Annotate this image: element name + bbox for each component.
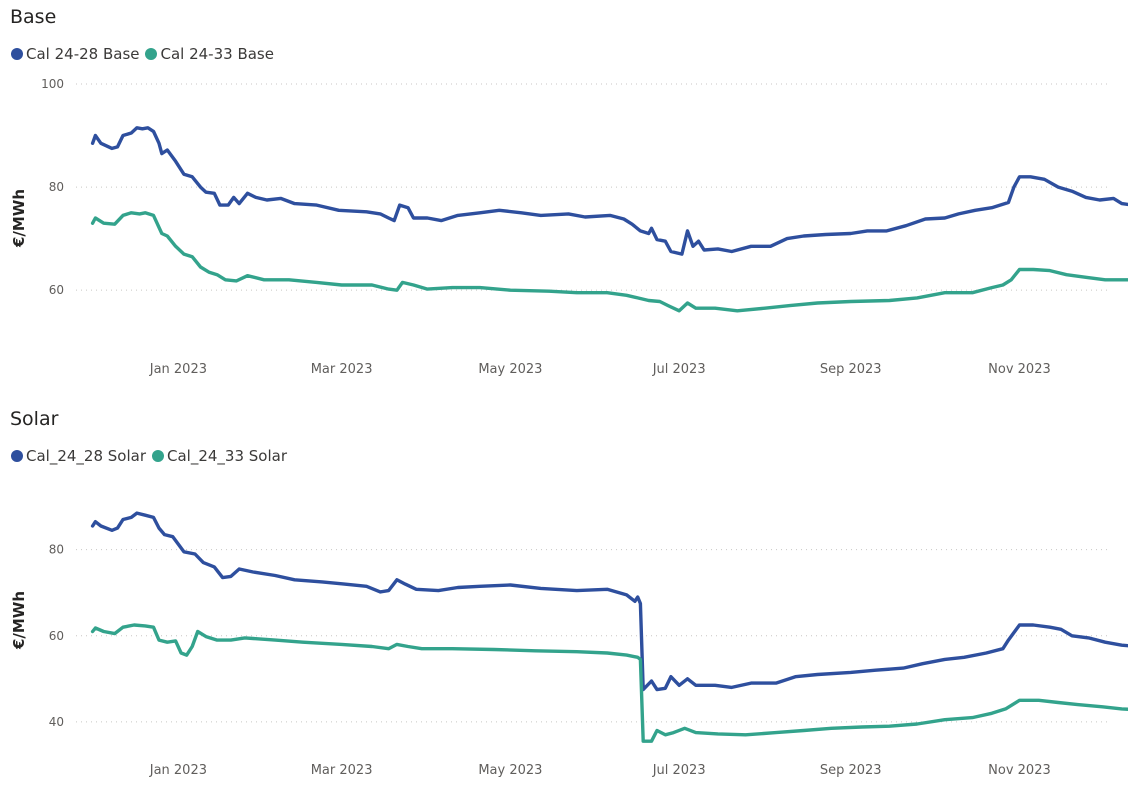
solar-chart-title: Solar <box>10 408 59 430</box>
x-tick-label: Jan 2023 <box>149 763 207 778</box>
base-legend: Cal 24-28 Base Cal 24-33 Base <box>11 45 280 63</box>
legend-label: Cal 24-28 Base <box>26 45 140 63</box>
solar-chart-panel: Solar Cal_24_28 Solar Cal_24_33 Solar 40… <box>0 402 1128 795</box>
base-chart-panel: Base Cal 24-28 Base Cal 24-33 Base 60 80 1… <box>0 0 1128 395</box>
y-tick-label: 80 <box>49 180 64 194</box>
x-tick-label: Sep 2023 <box>820 763 882 778</box>
y-tick-label: 80 <box>49 543 64 557</box>
legend-dot-icon <box>11 48 23 60</box>
x-tick-label: Mar 2023 <box>311 362 373 377</box>
solar-legend: Cal_24_28 Solar Cal_24_33 Solar <box>11 447 293 465</box>
y-axis-label: €/MWh <box>10 189 28 248</box>
legend-item-cal-24-33-solar[interactable]: Cal_24_33 Solar <box>152 447 287 465</box>
series-line-cal-24-33-base[interactable] <box>90 211 1128 313</box>
legend-dot-icon <box>152 450 164 462</box>
x-tick-label: Jul 2023 <box>652 362 706 377</box>
series-line-cal-24-28-solar[interactable] <box>90 511 1128 692</box>
legend-label: Cal_24_33 Solar <box>167 447 287 465</box>
x-tick-label: May 2023 <box>478 763 542 778</box>
x-tick-label: May 2023 <box>478 362 542 377</box>
y-tick-label: 40 <box>49 715 64 729</box>
series-line-cal-24-33-solar[interactable] <box>90 623 1128 743</box>
y-tick-label: 100 <box>41 77 64 91</box>
x-tick-label: Jan 2023 <box>149 362 207 377</box>
x-tick-label: Nov 2023 <box>988 362 1051 377</box>
x-tick-label: Mar 2023 <box>311 763 373 778</box>
legend-label: Cal_24_28 Solar <box>26 447 146 465</box>
y-axis-label: €/MWh <box>10 591 28 650</box>
base-line-chart[interactable]: 60 80 100 Jan 2023 Mar 2023 May 2023 Jul 2023 S… <box>0 0 1128 395</box>
legend-item-cal-24-33-base[interactable]: Cal 24-33 Base <box>145 45 274 63</box>
legend-item-cal-24-28-solar[interactable]: Cal_24_28 Solar <box>11 447 146 465</box>
legend-dot-icon <box>11 450 23 462</box>
legend-label: Cal 24-33 Base <box>160 45 274 63</box>
x-tick-label: Sep 2023 <box>820 362 882 377</box>
legend-item-cal-24-28-base[interactable]: Cal 24-28 Base <box>11 45 139 63</box>
x-tick-label: Jul 2023 <box>652 763 706 778</box>
solar-line-chart[interactable]: 40 60 80 Jan 2023 Mar 2023 May 2023 Jul 2023 Se… <box>0 402 1128 795</box>
legend-dot-icon <box>145 48 158 60</box>
base-chart-title: Base <box>10 6 57 28</box>
y-tick-label: 60 <box>49 629 64 643</box>
y-tick-label: 60 <box>49 283 64 297</box>
x-tick-label: Nov 2023 <box>988 763 1051 778</box>
series-line-cal-24-28-base[interactable] <box>90 126 1128 256</box>
